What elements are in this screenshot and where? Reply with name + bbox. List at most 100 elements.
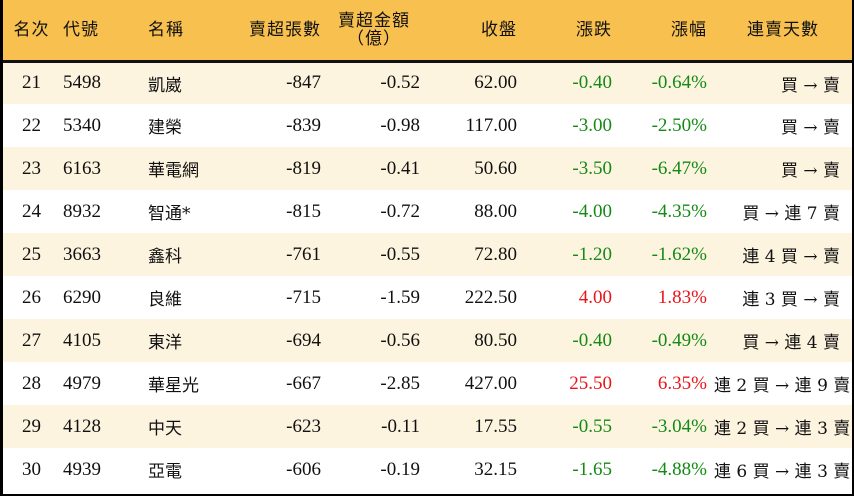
cell-close: 17.55	[474, 415, 517, 437]
cell-name: 良維	[148, 290, 182, 310]
cell-close: 32.15	[474, 458, 517, 480]
cell-net-sell-volume: -847	[286, 72, 321, 94]
cell-code: 4105	[63, 329, 101, 351]
cell-rank: 29	[22, 415, 41, 437]
cell-rank: 21	[22, 72, 41, 94]
table-row: 28 4979 華星光 -667 -2.85 427.00 25.50 6.35% 連 2 買 …	[3, 362, 852, 405]
header-name: 名稱	[148, 19, 184, 40]
cell-streak: 連 4 買 → 賣	[742, 247, 840, 267]
cell-change: -0.40	[572, 329, 612, 351]
cell-rank: 30	[22, 458, 41, 480]
cell-change-pct: -3.04%	[651, 415, 707, 437]
cell-streak: 買 → 連 7 賣	[742, 204, 840, 224]
cell-streak: 連 2 買 → 連 3 賣	[714, 419, 851, 439]
cell-change-pct: -2.50%	[651, 114, 707, 136]
cell-change: 4.00	[578, 286, 612, 308]
cell-streak: 買 → 連 4 賣	[742, 333, 840, 353]
cell-code: 6290	[63, 286, 101, 308]
cell-change: 25.50	[569, 372, 612, 394]
table-row: 30 4939 亞電 -606 -0.19 32.15 -1.65 -4.88% 連 6 買 →…	[3, 448, 852, 491]
cell-change: -4.00	[572, 200, 612, 222]
cell-name: 中天	[148, 419, 182, 439]
cell-name: 亞電	[148, 462, 182, 482]
cell-name: 華星光	[148, 376, 199, 396]
cell-code: 5340	[63, 114, 101, 136]
table-row: 25 3663 鑫科 -761 -0.55 72.80 -1.20 -1.62% 連 4 買 →…	[3, 233, 852, 276]
cell-net-sell-amount: -0.56	[380, 329, 420, 351]
cell-net-sell-volume: -761	[286, 243, 321, 265]
cell-net-sell-volume: -819	[286, 157, 321, 179]
cell-streak: 連 3 買 → 賣	[742, 290, 840, 310]
header-change: 漲跌	[576, 19, 612, 40]
cell-change-pct: -6.47%	[651, 157, 707, 179]
cell-change-pct: -4.88%	[651, 458, 707, 480]
cell-rank: 22	[22, 114, 41, 136]
header-rank: 名次	[13, 19, 50, 40]
header-net-sell-amount-line1: 賣超金額	[338, 10, 410, 31]
cell-change-pct: -4.35%	[651, 200, 707, 222]
cell-code: 4939	[63, 458, 101, 480]
table-row: 22 5340 建榮 -839 -0.98 117.00 -3.00 -2.50% 買 → 賣	[3, 104, 852, 147]
cell-code: 5498	[63, 72, 101, 94]
cell-close: 427.00	[464, 372, 517, 394]
cell-net-sell-amount: -0.52	[380, 72, 420, 94]
cell-change-pct: 6.35%	[657, 372, 707, 394]
cell-net-sell-volume: -715	[286, 286, 321, 308]
cell-net-sell-volume: -623	[286, 415, 321, 437]
cell-streak: 連 2 買 → 連 9 賣	[714, 376, 851, 396]
cell-net-sell-amount: -2.85	[380, 372, 420, 394]
cell-code: 6163	[63, 157, 101, 179]
cell-change-pct: 1.83%	[657, 286, 707, 308]
cell-streak: 買 → 賣	[780, 75, 840, 96]
cell-close: 117.00	[465, 114, 517, 136]
cell-change-pct: -0.49%	[651, 329, 707, 351]
table-row: 23 6163 華電網 -819 -0.41 50.60 -3.50 -6.47% 買 → 賣	[3, 147, 852, 190]
cell-net-sell-volume: -667	[286, 372, 321, 394]
header-net-sell-amount-line2: （億）	[347, 28, 401, 49]
net-sell-ranking-table-frame: 名次 代號 名稱 賣超張數 賣超金額 （億） 收盤 漲跌 漲幅 連賣天數 21 5…	[3, 0, 852, 494]
cell-change: -1.20	[572, 243, 612, 265]
header-streak: 連賣天數	[747, 19, 819, 40]
cell-rank: 27	[22, 329, 41, 351]
header-net-sell-volume: 賣超張數	[249, 19, 321, 40]
table-row: 29 4128 中天 -623 -0.11 17.55 -0.55 -3.04% 連 2 買 →…	[3, 405, 852, 448]
net-sell-ranking-table: 名次 代號 名稱 賣超張數 賣超金額 （億） 收盤 漲跌 漲幅 連賣天數 21 5…	[3, 0, 852, 491]
header-code: 代號	[63, 19, 99, 40]
header-close: 收盤	[481, 19, 517, 40]
cell-streak: 買 → 賣	[780, 161, 840, 181]
cell-net-sell-amount: -0.98	[380, 114, 420, 136]
cell-net-sell-amount: -1.59	[380, 286, 420, 308]
cell-close: 88.00	[474, 200, 517, 222]
cell-name: 智通*	[148, 204, 191, 224]
table-row: 26 6290 良維 -715 -1.59 222.50 4.00 1.83% 連 3 買 → …	[3, 276, 852, 319]
cell-change-pct: -1.62%	[651, 243, 707, 265]
table-body: 21 5498 凱崴 -847 -0.52 62.00 -0.40 -0.64% 買 → 賣 22…	[3, 61, 852, 491]
cell-net-sell-amount: -0.19	[380, 458, 420, 480]
cell-streak: 買 → 賣	[780, 118, 840, 138]
cell-close: 80.50	[474, 329, 517, 351]
cell-code: 8932	[63, 200, 101, 222]
cell-rank: 23	[22, 157, 41, 179]
cell-net-sell-amount: -0.11	[381, 415, 420, 437]
header-net-sell-amount: 賣超金額 （億）	[327, 0, 428, 61]
cell-change: -0.40	[572, 72, 612, 94]
cell-code: 3663	[63, 243, 101, 265]
cell-name: 鑫科	[148, 247, 182, 267]
cell-net-sell-volume: -839	[286, 114, 321, 136]
cell-code: 4979	[63, 372, 101, 394]
cell-close: 222.50	[464, 286, 517, 308]
cell-close: 50.60	[474, 157, 517, 179]
cell-net-sell-volume: -694	[286, 329, 321, 351]
cell-rank: 26	[22, 286, 41, 308]
cell-code: 4128	[63, 415, 101, 437]
cell-change: -0.55	[572, 415, 612, 437]
cell-change: -3.50	[572, 157, 612, 179]
cell-name: 凱崴	[148, 75, 182, 96]
cell-net-sell-volume: -815	[286, 200, 321, 222]
cell-change-pct: -0.64%	[651, 72, 707, 94]
cell-rank: 28	[22, 372, 41, 394]
header-change-pct: 漲幅	[671, 19, 707, 40]
cell-change: -3.00	[572, 114, 612, 136]
cell-net-sell-amount: -0.55	[380, 243, 420, 265]
cell-name: 建榮	[148, 118, 182, 138]
